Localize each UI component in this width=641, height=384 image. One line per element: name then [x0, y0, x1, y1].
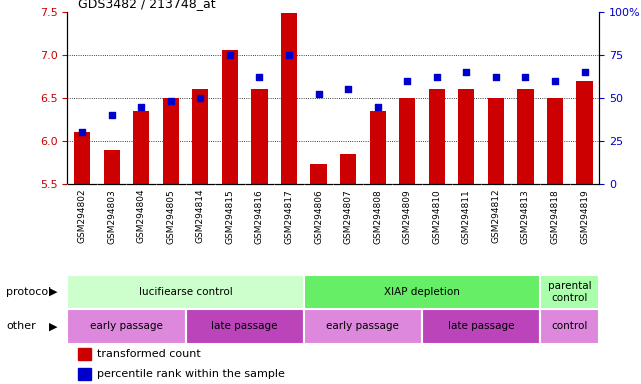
Bar [540, 309, 599, 344]
Point [284, 51, 294, 58]
Bar [78, 348, 91, 360]
Text: GSM294808: GSM294808 [373, 189, 382, 243]
Point [225, 51, 235, 58]
Text: XIAP depletion: XIAP depletion [384, 287, 460, 297]
Text: ▶: ▶ [49, 321, 58, 331]
Bar [304, 309, 422, 344]
Text: GSM294809: GSM294809 [403, 189, 412, 243]
Bar [67, 275, 304, 309]
Text: late passage: late passage [212, 321, 278, 331]
Text: GSM294819: GSM294819 [580, 189, 589, 243]
Point [462, 69, 472, 75]
Point [431, 74, 442, 80]
Text: GSM294813: GSM294813 [521, 189, 530, 243]
Point [106, 112, 117, 118]
Bar [133, 111, 149, 184]
Bar [67, 309, 185, 344]
Text: transformed count: transformed count [97, 349, 201, 359]
Text: GSM294805: GSM294805 [166, 189, 175, 243]
Point [343, 86, 353, 92]
Point [196, 95, 206, 101]
Bar [517, 89, 533, 184]
Bar [251, 89, 267, 184]
Text: late passage: late passage [448, 321, 514, 331]
Text: GDS3482 / 213748_at: GDS3482 / 213748_at [78, 0, 215, 10]
Text: GSM294803: GSM294803 [107, 189, 116, 243]
Bar [310, 164, 327, 184]
Point [550, 78, 560, 84]
Bar [222, 50, 238, 184]
Text: protocol: protocol [6, 287, 52, 297]
Text: GSM294816: GSM294816 [255, 189, 264, 243]
Text: GSM294806: GSM294806 [314, 189, 323, 243]
Text: parental
control: parental control [548, 281, 592, 303]
Point [136, 104, 146, 110]
Point [254, 74, 265, 80]
Point [77, 129, 87, 136]
Text: control: control [552, 321, 588, 331]
Text: early passage: early passage [326, 321, 399, 331]
Bar [576, 81, 593, 184]
Bar [547, 98, 563, 184]
Text: GSM294814: GSM294814 [196, 189, 205, 243]
Bar [340, 154, 356, 184]
Text: GSM294811: GSM294811 [462, 189, 471, 243]
Point [491, 74, 501, 80]
Point [402, 78, 412, 84]
Text: percentile rank within the sample: percentile rank within the sample [97, 369, 285, 379]
Text: GSM294818: GSM294818 [551, 189, 560, 243]
Text: lucifiearse control: lucifiearse control [138, 287, 233, 297]
Text: GSM294815: GSM294815 [226, 189, 235, 243]
Bar [488, 98, 504, 184]
Bar [422, 309, 540, 344]
Point [313, 91, 324, 98]
Text: GSM294804: GSM294804 [137, 189, 146, 243]
Text: other: other [6, 321, 36, 331]
Text: early passage: early passage [90, 321, 163, 331]
Bar [163, 98, 179, 184]
Bar [103, 150, 120, 184]
Bar [185, 309, 304, 344]
Point [520, 74, 531, 80]
Point [579, 69, 590, 75]
Bar [399, 98, 415, 184]
Bar [304, 275, 540, 309]
Point [372, 104, 383, 110]
Bar [192, 89, 208, 184]
Text: GSM294817: GSM294817 [285, 189, 294, 243]
Point [165, 98, 176, 104]
Bar [540, 275, 599, 309]
Text: GSM294807: GSM294807 [344, 189, 353, 243]
Text: GSM294802: GSM294802 [78, 189, 87, 243]
Bar [74, 132, 90, 184]
Text: ▶: ▶ [49, 287, 58, 297]
Bar [281, 13, 297, 184]
Bar [78, 368, 91, 380]
Bar [458, 89, 474, 184]
Text: GSM294810: GSM294810 [432, 189, 441, 243]
Bar [429, 89, 445, 184]
Text: GSM294812: GSM294812 [492, 189, 501, 243]
Bar [369, 111, 386, 184]
